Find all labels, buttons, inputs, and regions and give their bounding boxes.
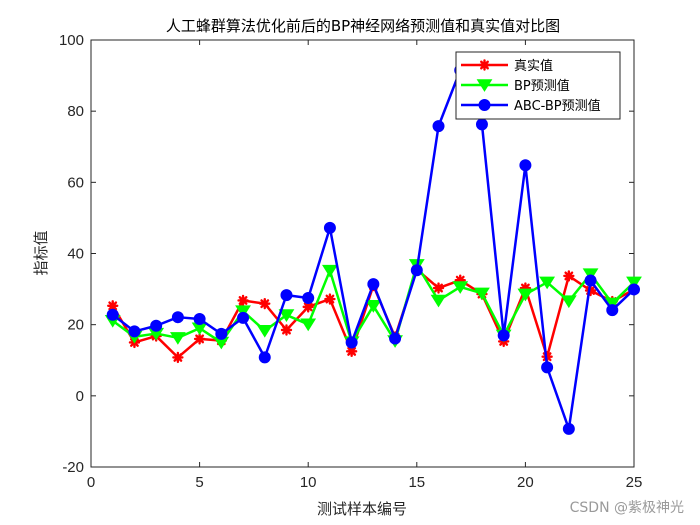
data-point (541, 361, 554, 374)
data-point (237, 294, 249, 307)
data-point (280, 324, 293, 336)
data-point (169, 332, 186, 345)
data-point (259, 297, 271, 310)
data-point (150, 319, 163, 332)
data-point (497, 329, 510, 342)
x-tick-label: 10 (300, 474, 317, 491)
legend: 真实值 BP预测值 ABC-BP预测值 (455, 51, 621, 120)
data-point (345, 345, 358, 358)
data-point (560, 295, 577, 309)
data-point (519, 282, 532, 294)
data-point (300, 318, 317, 332)
x-tick-label: 20 (517, 474, 534, 491)
legend-label: 真实值 (514, 58, 553, 74)
data-point (606, 304, 619, 317)
data-point (323, 221, 336, 234)
watermark: CSDN @紫极神光 (570, 500, 684, 516)
data-point (324, 293, 336, 305)
data-point (367, 278, 380, 291)
x-tick-label: 25 (626, 474, 643, 491)
data-point (563, 270, 575, 282)
legend-label: ABC-BP预测值 (514, 98, 601, 114)
data-point (584, 274, 597, 287)
chart-title: 人工蜂群算法优化前后的BP神经网络预测值和真实值对比图 (166, 17, 560, 35)
x-tick-label: 5 (195, 474, 203, 491)
data-point (172, 351, 184, 364)
y-tick-label: 60 (67, 174, 84, 191)
legend-marker (478, 99, 491, 111)
data-point (474, 287, 490, 301)
data-point (517, 288, 534, 302)
data-point (107, 300, 119, 312)
data-point (215, 327, 228, 340)
data-point (193, 333, 206, 345)
x-tick-label: 15 (408, 474, 425, 491)
data-point (432, 120, 445, 133)
data-point (475, 118, 488, 131)
data-point (278, 309, 295, 322)
x-tick-label: 0 (87, 474, 95, 491)
y-tick-label: 100 (59, 32, 84, 49)
data-point (410, 264, 423, 277)
data-point (365, 300, 382, 313)
data-point (452, 281, 469, 294)
x-axis-title: 测试样本编号 (317, 500, 407, 518)
y-tick-label: -20 (62, 459, 84, 476)
data-point (171, 311, 184, 324)
series-2 (106, 64, 640, 435)
data-point (430, 294, 447, 308)
data-point (128, 325, 141, 338)
data-point (235, 305, 251, 319)
legend-entry: BP预测值 (461, 78, 570, 94)
data-point (562, 422, 575, 435)
y-axis-title: 指标值 (32, 230, 50, 275)
data-point (519, 159, 532, 172)
data-point (258, 351, 271, 364)
legend-entry: 真实值 (461, 58, 553, 74)
data-point (345, 336, 358, 349)
legend-entry: ABC-BP预测值 (461, 98, 601, 114)
y-tick-label: 0 (76, 388, 84, 405)
legend-label: BP预测值 (514, 78, 570, 94)
data-point (237, 311, 250, 324)
data-point (302, 301, 314, 313)
data-point (322, 264, 338, 278)
legend-marker (476, 79, 493, 92)
legend-marker (478, 59, 491, 71)
data-point (106, 308, 119, 321)
data-point (280, 289, 293, 302)
data-point (193, 312, 206, 325)
data-point (582, 268, 599, 282)
data-point (302, 291, 315, 304)
data-point (539, 276, 556, 290)
data-point (256, 324, 273, 338)
data-point (626, 276, 642, 290)
data-point (389, 332, 402, 345)
y-tick-label: 80 (67, 103, 84, 120)
series-layer (104, 64, 642, 435)
data-point (454, 274, 466, 286)
data-point (584, 284, 597, 297)
data-point (628, 283, 640, 296)
y-tick-label: 40 (67, 246, 84, 263)
y-tick-label: 20 (67, 317, 84, 334)
data-point (432, 282, 445, 294)
